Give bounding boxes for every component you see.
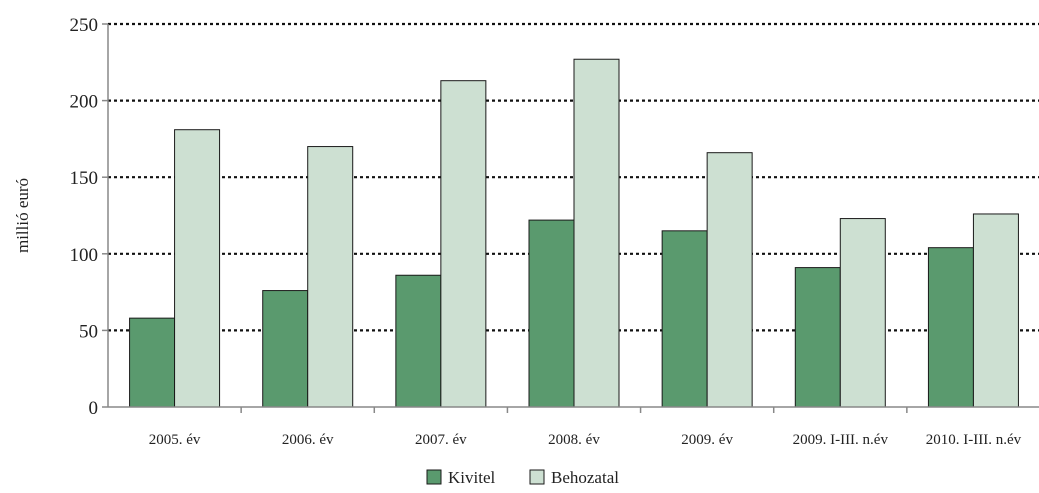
y-axis-title: millió euró — [13, 178, 32, 253]
x-tick-labels: 2005. év 2006. év 2007. év 2008. év 2009. év… — [149, 432, 1022, 448]
legend: Kivitel Behozatal — [426, 468, 619, 487]
bar-kivitel-3 — [528, 219, 575, 408]
bar-kivitel-1 — [262, 290, 309, 408]
x-tick-label: 2008. év — [548, 432, 600, 448]
legend-label-kivitel: Kivitel — [448, 468, 495, 487]
bar-behozatal-2 — [440, 80, 487, 408]
y-tick-labels: 0 50 100 150 200 250 — [70, 15, 99, 419]
y-tick-label: 150 — [70, 168, 99, 189]
x-tick-label: 2009. I-III. n.év — [793, 432, 889, 448]
bar-behozatal-6 — [972, 213, 1019, 408]
bar-kivitel-4 — [661, 230, 708, 408]
y-tick-label: 50 — [79, 321, 98, 342]
bar-kivitel-6 — [927, 247, 974, 408]
x-tick-label: 2007. év — [415, 432, 467, 448]
bar-behozatal-5 — [839, 218, 886, 408]
bar-kivitel-5 — [794, 267, 841, 408]
y-tick-label: 200 — [70, 92, 99, 113]
bar-kivitel-2 — [395, 274, 442, 408]
y-tick-label: 100 — [70, 245, 99, 266]
legend-swatch-behozatal — [529, 469, 545, 485]
bar-behozatal-1 — [307, 146, 354, 408]
y-tick-label: 250 — [70, 15, 99, 36]
legend-label-behozatal: Behozatal — [551, 468, 619, 487]
axes — [107, 24, 1039, 408]
x-tick-label: 2010. I-III. n.év — [926, 432, 1022, 448]
legend-swatch-kivitel — [426, 469, 442, 485]
x-tick-label: 2005. év — [149, 432, 201, 448]
bars — [129, 58, 1019, 408]
bar-behozatal-3 — [573, 58, 620, 408]
x-tick-label: 2009. év — [681, 432, 733, 448]
y-tick-label: 0 — [89, 398, 99, 419]
x-tick-label: 2006. év — [282, 432, 334, 448]
bar-behozatal-0 — [174, 129, 221, 408]
bar-kivitel-0 — [129, 317, 176, 408]
bar-behozatal-4 — [706, 152, 753, 408]
